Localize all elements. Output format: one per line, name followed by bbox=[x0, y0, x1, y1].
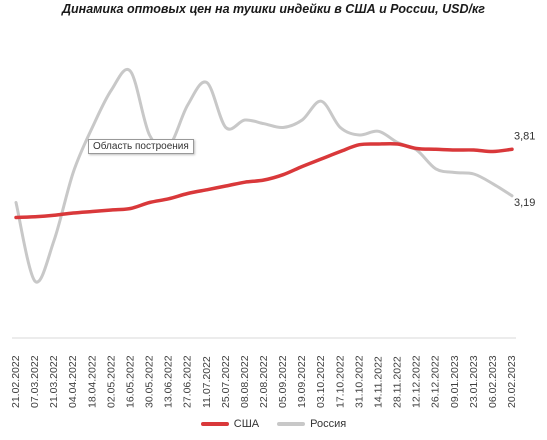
x-tick-label: 16.05.2022 bbox=[124, 355, 136, 408]
x-axis: 21.02.2022 07.03.2022 21.03.2022 04.04.2022… bbox=[10, 337, 518, 408]
plot-area-tooltip: Область построения bbox=[88, 139, 194, 154]
x-tick-label: 19.09.2022 bbox=[296, 355, 308, 408]
x-tick-label: 22.08.2022 bbox=[258, 355, 270, 408]
x-tick-label: 18.04.2022 bbox=[86, 355, 98, 408]
series-lines bbox=[14, 68, 514, 284]
x-tick-label: 31.10.2022 bbox=[353, 355, 365, 408]
x-tick-label: 05.09.2022 bbox=[277, 355, 289, 408]
data-label-russia-last: 3,19 bbox=[514, 197, 535, 209]
x-tick-label: 21.02.2022 bbox=[10, 355, 22, 408]
series-line-usa bbox=[14, 141, 514, 220]
x-tick-label: 08.08.2022 bbox=[239, 355, 251, 408]
legend: США Россия bbox=[0, 418, 547, 430]
x-tick-label: 23.01.2023 bbox=[468, 355, 480, 408]
x-tick-label: 09.01.2023 bbox=[449, 355, 461, 408]
x-tick-label: 27.06.2022 bbox=[182, 355, 194, 408]
x-tick-label: 12.12.2022 bbox=[411, 355, 423, 408]
legend-item-russia[interactable]: Россия bbox=[277, 418, 346, 430]
data-label-usa-last: 3,81 bbox=[514, 130, 535, 142]
x-tick-label: 26.12.2022 bbox=[430, 355, 442, 408]
x-tick-label: 14.11.2022 bbox=[372, 356, 384, 408]
x-tick-label: 21.03.2022 bbox=[48, 355, 60, 408]
legend-item-usa[interactable]: США bbox=[200, 418, 260, 430]
x-tick-label: 04.04.2022 bbox=[67, 355, 79, 408]
x-tick-label: 25.07.2022 bbox=[220, 355, 232, 408]
legend-label-russia: Россия bbox=[310, 418, 347, 430]
x-tick-label: 07.03.2022 bbox=[29, 355, 41, 408]
x-tick-label: 28.11.2022 bbox=[392, 356, 404, 408]
legend-swatch-usa bbox=[200, 422, 229, 426]
x-tick-label: 20.02.2023 bbox=[506, 355, 518, 408]
x-tick-label: 02.05.2022 bbox=[105, 355, 117, 408]
x-tick-label: 03.10.2022 bbox=[315, 355, 327, 408]
x-tick-label: 17.10.2022 bbox=[334, 355, 346, 408]
series-line-russia bbox=[14, 68, 514, 284]
x-tick-label: 13.06.2022 bbox=[163, 355, 175, 408]
legend-swatch-russia bbox=[277, 422, 306, 426]
end-labels: 3,19 3,81 bbox=[514, 130, 535, 209]
x-tick-label: 06.02.2023 bbox=[487, 355, 499, 408]
x-tick-label: 30.05.2022 bbox=[144, 355, 156, 408]
chart-title: Динамика оптовых цен на тушки индейки в … bbox=[62, 2, 485, 16]
x-tick-label: 11.07.2022 bbox=[201, 356, 213, 408]
legend-label-usa: США bbox=[233, 418, 260, 430]
